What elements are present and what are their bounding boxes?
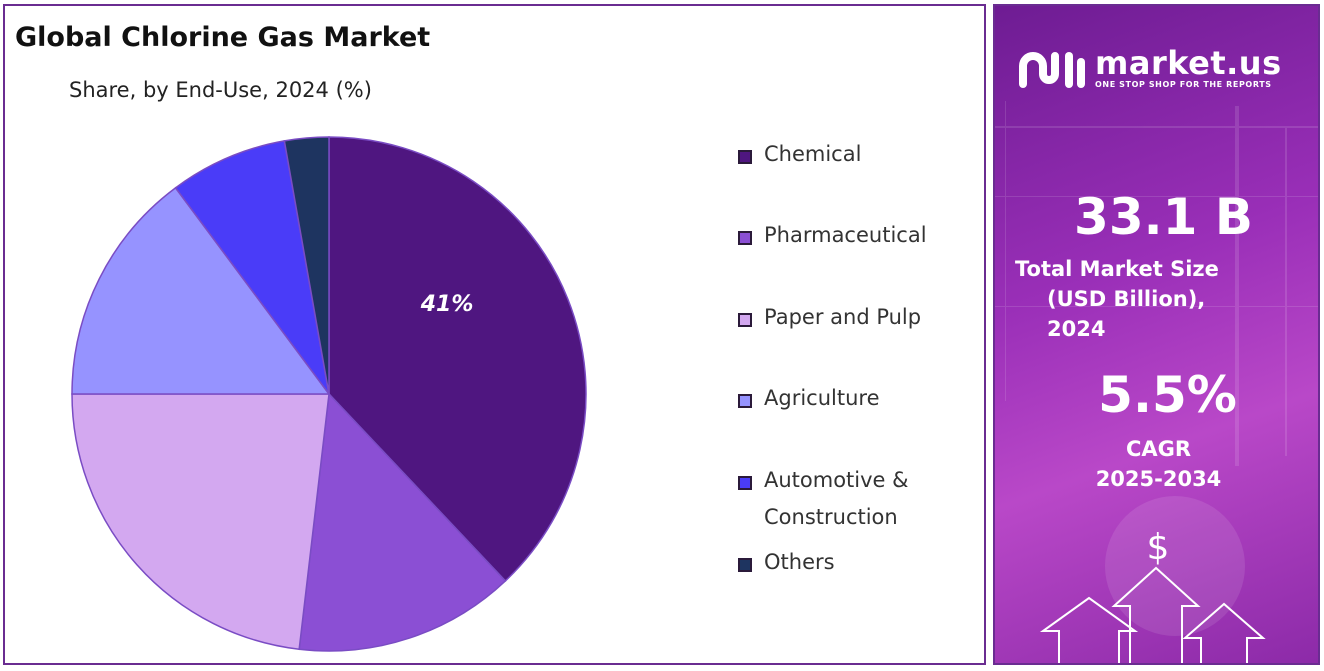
legend-label: Paper and Pulp [764,305,922,329]
cagr-label-line1: CAGR [1125,437,1192,461]
dollar-icon: $ [1147,527,1170,568]
chart-title: Global Chlorine Gas Market [15,22,431,53]
pie-slice-agriculture [71,186,331,395]
legend-swatch [738,476,752,490]
legend-item-agriculture: Agriculture [738,386,974,417]
pie-slice-others [283,136,330,395]
market-size-label: Total Market Size (USD Billion), 2024 [1015,254,1265,344]
background-art: $ [995,101,1318,663]
market-size-label-line2: (USD Billion), 2024 [1047,287,1206,341]
legend-swatch [738,313,752,327]
legend-item-automotive-construction: Automotive & Construction [738,468,974,536]
pie-slice-pharmaceutical [298,392,507,652]
legend-item-paper-and-pulp: Paper and Pulp [738,305,974,336]
chart-panel: Global Chlorine Gas Market Share, by End… [3,4,986,665]
legend-label: Agriculture [764,386,880,410]
pie-slice-chemical [328,136,587,582]
cagr-period: 2025-2034 [1095,467,1222,491]
legend-label: Automotive & Construction [764,468,909,529]
cagr-value: 5.5% [1098,366,1237,424]
summary-panel: $ market.us ONE STOP SHOP FOR THE REPORT… [993,4,1320,665]
background-graph-overlay [995,101,1318,466]
legend-label: Chemical [764,142,862,166]
legend-swatch [738,394,752,408]
market-us-logo-icon [1019,52,1085,88]
data-label-chemical: 41% [420,292,474,317]
legend-item-others: Others [738,550,974,581]
pie-slice-paper-and-pulp [71,393,330,651]
legend-swatch [738,558,752,572]
legend-item-chemical: Chemical [738,142,974,173]
legend-swatch [738,150,752,164]
brand-name: market.us [1095,44,1282,82]
pie-chart: 41% [71,136,587,652]
market-size-value: 33.1 B [1074,188,1253,246]
growth-arrows-icon [1039,566,1266,663]
coin-glow [1105,496,1245,636]
legend-item-pharmaceutical: Pharmaceutical [738,223,974,254]
market-size-label-line1: Total Market Size [1015,257,1219,281]
pie-slice-automotive-construction [174,140,330,395]
brand-tagline: ONE STOP SHOP FOR THE REPORTS [1095,80,1272,89]
legend-swatch [738,231,752,245]
legend-label: Others [764,550,835,574]
chart-subtitle: Share, by End-Use, 2024 (%) [69,78,372,102]
legend-label: Pharmaceutical [764,223,927,247]
cagr-label: CAGR 2025-2034 [995,434,1318,494]
